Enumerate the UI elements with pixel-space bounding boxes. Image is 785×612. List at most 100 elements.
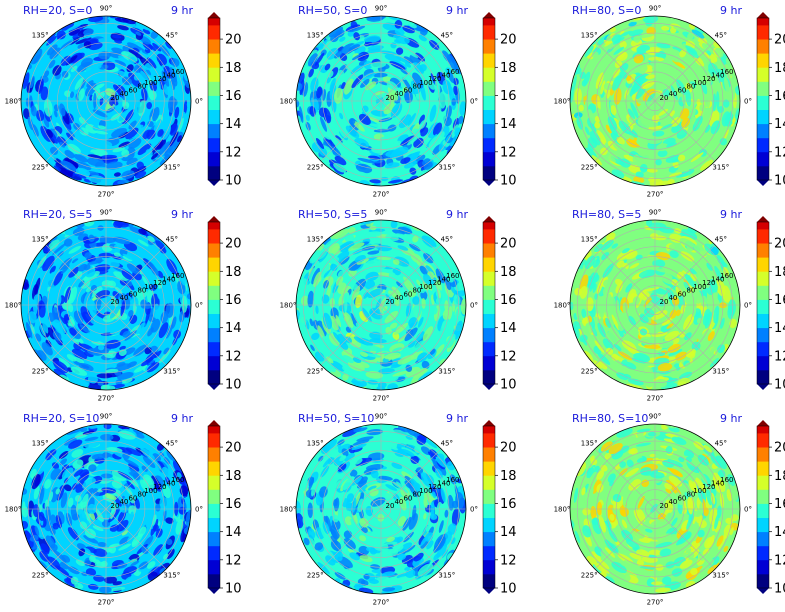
heatmap-cell <box>88 175 106 184</box>
heatmap-cell <box>122 452 130 460</box>
heatmap-cell <box>384 352 401 360</box>
heatmap-cell <box>37 78 44 95</box>
polar-frame <box>20 15 192 187</box>
heatmap-cell <box>437 288 441 299</box>
heatmap-cell <box>637 64 648 74</box>
heatmap-cell <box>596 483 604 493</box>
angle-tick-label: 45° <box>715 236 727 244</box>
angle-tick-label: 45° <box>166 236 178 244</box>
heatmap-cell <box>359 517 369 528</box>
heatmap-cell <box>684 332 692 341</box>
angle-tick-label: 45° <box>166 32 178 40</box>
angle-tick-label: 135° <box>581 32 598 40</box>
heatmap-cell <box>367 155 381 160</box>
heatmap-cell <box>109 587 126 592</box>
heatmap-cell <box>669 468 683 478</box>
heatmap-cell <box>420 101 427 116</box>
heatmap-cell <box>89 133 99 140</box>
heatmap-cell <box>29 75 35 89</box>
heatmap-cell <box>111 469 128 480</box>
radial-tick-label: 160 <box>720 476 733 484</box>
panel-4: 0°45°90°135°180°225°270°315°20 40 60 801001… <box>5 208 242 403</box>
heatmap-cell <box>86 331 101 342</box>
heatmap-cell <box>298 313 307 326</box>
heatmap-cell <box>73 154 89 163</box>
colorbar-extend-min <box>757 384 769 390</box>
heatmap-cell <box>73 357 85 364</box>
heatmap-cell <box>430 501 435 518</box>
colorbar-band <box>483 53 495 68</box>
radial-tick-label: 100 <box>419 283 432 291</box>
panel-time-label: 9 hr <box>171 208 193 221</box>
heatmap-cell <box>351 476 362 486</box>
heatmap-cell <box>342 373 349 381</box>
heatmap-cell <box>373 72 388 78</box>
heatmap-cell <box>444 116 452 127</box>
heatmap-cell <box>119 61 127 67</box>
heatmap-cell <box>669 172 683 178</box>
heatmap-cell <box>27 116 34 131</box>
heatmap-cell <box>341 448 349 457</box>
heatmap-cell <box>79 324 91 334</box>
heatmap-cell <box>435 268 446 284</box>
angle-tick-label: 0° <box>195 302 203 310</box>
colorbar-band <box>208 95 220 110</box>
colorbar-frame <box>207 221 221 385</box>
heatmap-cell <box>322 312 333 330</box>
heatmap-cell <box>128 309 134 318</box>
heatmap-cell <box>109 303 121 319</box>
colorbar-tick-label: 20 <box>774 237 785 252</box>
heatmap-cell <box>578 104 584 112</box>
heatmap-cell <box>419 265 428 276</box>
heatmap-cell <box>146 102 153 110</box>
heatmap-cell <box>445 134 451 143</box>
colorbar-extend-max <box>483 420 495 426</box>
angle-tick-label: 135° <box>581 440 598 448</box>
heatmap-cell <box>598 515 606 533</box>
colorbar-band <box>208 531 220 547</box>
radial-tick-label: 140 <box>437 480 450 488</box>
radial-tick-label: 60 <box>677 86 686 94</box>
heatmap-cell <box>141 546 149 555</box>
heatmap-cell <box>119 345 126 351</box>
heatmap-cell <box>155 286 161 300</box>
radial-tick-label: 20 <box>111 298 120 306</box>
heatmap-cell <box>588 471 598 486</box>
radial-tick-label: 120 <box>153 483 166 491</box>
heatmap-cell <box>412 72 424 89</box>
angular-gridline <box>654 100 716 162</box>
heatmap-cell <box>330 525 340 539</box>
angular-gridline <box>105 40 167 102</box>
angular-gridline <box>380 448 442 510</box>
heatmap-cell <box>56 30 66 40</box>
heatmap-cell <box>33 485 40 500</box>
heatmap-cell <box>56 136 67 147</box>
heatmap-cell <box>48 59 56 69</box>
heatmap-cell <box>392 429 408 436</box>
heatmap-cell <box>676 79 687 95</box>
heatmap-cell <box>363 291 369 299</box>
colorbar-band <box>757 109 769 125</box>
heatmap-cell <box>640 336 655 346</box>
heatmap-cell <box>652 130 665 137</box>
heatmap-cell <box>617 324 625 331</box>
angle-tick-label: 315° <box>163 163 180 171</box>
colorbar-band <box>208 433 220 448</box>
heatmap-cell <box>603 279 612 289</box>
heatmap-cell <box>317 320 327 337</box>
colorbar-extend-max <box>483 216 495 222</box>
heatmap-cell <box>335 276 344 286</box>
heatmap-cell <box>434 462 447 477</box>
heatmap-cell <box>138 239 149 247</box>
heatmap-cell <box>613 46 625 55</box>
heatmap-cell <box>125 34 137 42</box>
heatmap-cell <box>439 91 447 109</box>
heatmap-cell <box>146 518 154 529</box>
heatmap-cell <box>80 306 92 323</box>
colorbar-tick-label: 12 <box>500 553 517 568</box>
colorbar-band <box>757 341 769 357</box>
colorbar-band <box>757 426 769 434</box>
heatmap-cell <box>69 327 77 336</box>
angle-tick-label: 0° <box>744 302 752 310</box>
heatmap-cell <box>600 147 608 156</box>
